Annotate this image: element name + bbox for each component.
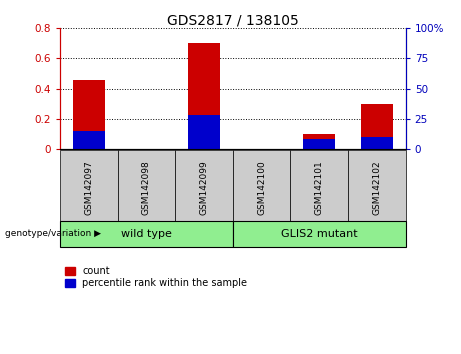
Text: GSM142099: GSM142099 (200, 160, 208, 215)
Text: GSM142102: GSM142102 (372, 160, 381, 215)
Bar (188, 115, 220, 149)
Text: GSM142101: GSM142101 (315, 160, 324, 215)
Bar (361, 137, 393, 149)
Text: GLIS2 mutant: GLIS2 mutant (281, 229, 358, 239)
Bar (188, 44, 220, 149)
Bar (361, 104, 393, 149)
Text: GSM142097: GSM142097 (84, 160, 93, 215)
Bar (73, 131, 105, 149)
Title: GDS2817 / 138105: GDS2817 / 138105 (167, 13, 299, 27)
Bar (73, 80, 105, 149)
Text: GSM142098: GSM142098 (142, 160, 151, 215)
Text: wild type: wild type (121, 229, 172, 239)
Bar (303, 139, 335, 149)
Bar (303, 134, 335, 149)
Text: genotype/variation ▶: genotype/variation ▶ (5, 229, 100, 238)
Legend: count, percentile rank within the sample: count, percentile rank within the sample (65, 266, 247, 288)
Text: GSM142100: GSM142100 (257, 160, 266, 215)
